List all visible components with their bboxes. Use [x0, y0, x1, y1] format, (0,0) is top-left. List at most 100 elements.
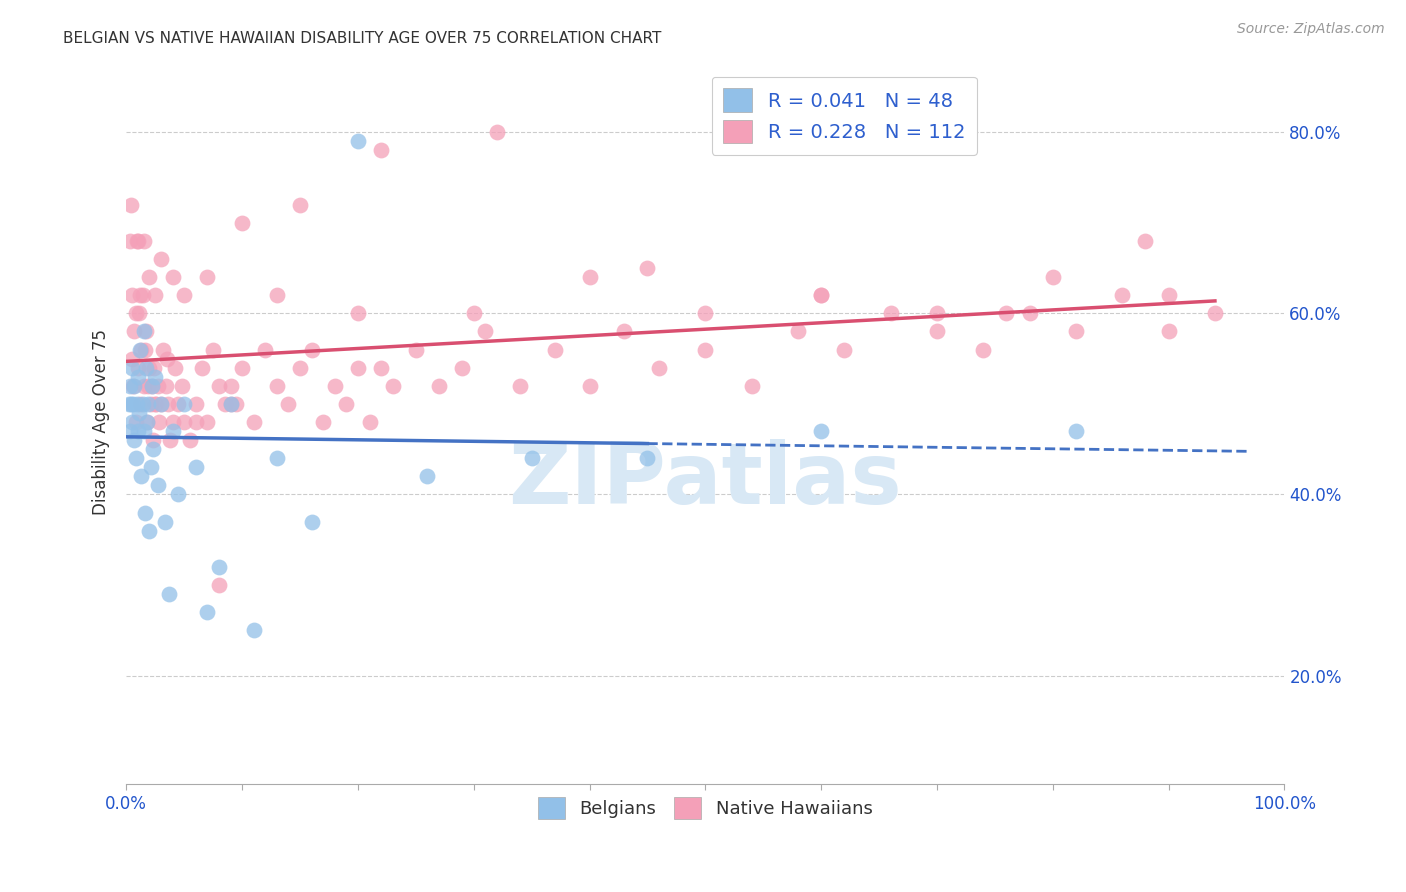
- Point: [173, 288, 195, 302]
- Point: [127, 369, 149, 384]
- Point: [162, 415, 184, 429]
- Point: [128, 306, 150, 320]
- Point: [225, 397, 247, 411]
- Point: [834, 343, 856, 357]
- Point: [134, 343, 156, 357]
- Point: [124, 306, 146, 320]
- Point: [370, 360, 392, 375]
- Point: [135, 325, 157, 339]
- Point: [122, 397, 145, 411]
- Point: [121, 415, 143, 429]
- Point: [925, 306, 948, 320]
- Point: [143, 369, 166, 384]
- Point: [167, 487, 190, 501]
- Point: [810, 288, 832, 302]
- Point: [219, 378, 242, 392]
- Point: [124, 415, 146, 429]
- Point: [136, 378, 159, 392]
- Point: [125, 234, 148, 248]
- Point: [335, 397, 357, 411]
- Point: [170, 378, 193, 392]
- Point: [138, 270, 160, 285]
- Point: [150, 397, 173, 411]
- Point: [142, 442, 165, 457]
- Point: [451, 360, 474, 375]
- Point: [136, 397, 159, 411]
- Point: [427, 378, 450, 392]
- Point: [231, 360, 253, 375]
- Point: [636, 260, 658, 275]
- Point: [810, 288, 832, 302]
- Point: [143, 288, 166, 302]
- Point: [288, 360, 311, 375]
- Point: [138, 360, 160, 375]
- Point: [121, 351, 143, 366]
- Point: [301, 343, 323, 357]
- Point: [695, 343, 717, 357]
- Point: [145, 397, 167, 411]
- Point: [1111, 288, 1133, 302]
- Point: [485, 125, 508, 139]
- Point: [129, 288, 152, 302]
- Point: [124, 451, 146, 466]
- Point: [163, 360, 186, 375]
- Point: [132, 378, 155, 392]
- Point: [544, 343, 567, 357]
- Point: [132, 325, 155, 339]
- Point: [578, 378, 600, 392]
- Point: [127, 424, 149, 438]
- Point: [146, 378, 169, 392]
- Point: [1064, 325, 1087, 339]
- Point: [208, 560, 231, 574]
- Point: [131, 343, 153, 357]
- Point: [1157, 325, 1180, 339]
- Point: [120, 397, 142, 411]
- Point: [146, 478, 169, 492]
- Point: [266, 451, 288, 466]
- Point: [613, 325, 636, 339]
- Point: [208, 378, 231, 392]
- Point: [127, 234, 149, 248]
- Legend: Belgians, Native Hawaiians: Belgians, Native Hawaiians: [530, 789, 880, 826]
- Point: [266, 288, 288, 302]
- Point: [219, 397, 242, 411]
- Point: [173, 397, 195, 411]
- Point: [1135, 234, 1157, 248]
- Point: [150, 252, 173, 266]
- Point: [121, 288, 143, 302]
- Point: [141, 378, 163, 392]
- Point: [143, 360, 166, 375]
- Point: [1042, 270, 1064, 285]
- Point: [195, 415, 218, 429]
- Point: [347, 306, 370, 320]
- Point: [135, 360, 157, 375]
- Point: [124, 378, 146, 392]
- Point: [131, 469, 153, 483]
- Point: [463, 306, 485, 320]
- Point: [578, 270, 600, 285]
- Point: [118, 234, 141, 248]
- Point: [266, 378, 288, 392]
- Point: [139, 460, 162, 475]
- Point: [155, 378, 177, 392]
- Point: [208, 578, 231, 592]
- Point: [134, 506, 156, 520]
- Point: [810, 424, 832, 438]
- Point: [157, 587, 180, 601]
- Point: [132, 424, 155, 438]
- Point: [231, 216, 253, 230]
- Point: [142, 433, 165, 447]
- Point: [195, 605, 218, 619]
- Text: BELGIAN VS NATIVE HAWAIIAN DISABILITY AGE OVER 75 CORRELATION CHART: BELGIAN VS NATIVE HAWAIIAN DISABILITY AG…: [63, 31, 662, 46]
- Point: [122, 378, 145, 392]
- Point: [131, 397, 153, 411]
- Point: [1204, 306, 1226, 320]
- Point: [136, 415, 159, 429]
- Point: [162, 270, 184, 285]
- Point: [156, 397, 179, 411]
- Point: [1018, 306, 1040, 320]
- Point: [972, 343, 994, 357]
- Point: [159, 433, 181, 447]
- Point: [347, 134, 370, 148]
- Point: [118, 424, 141, 438]
